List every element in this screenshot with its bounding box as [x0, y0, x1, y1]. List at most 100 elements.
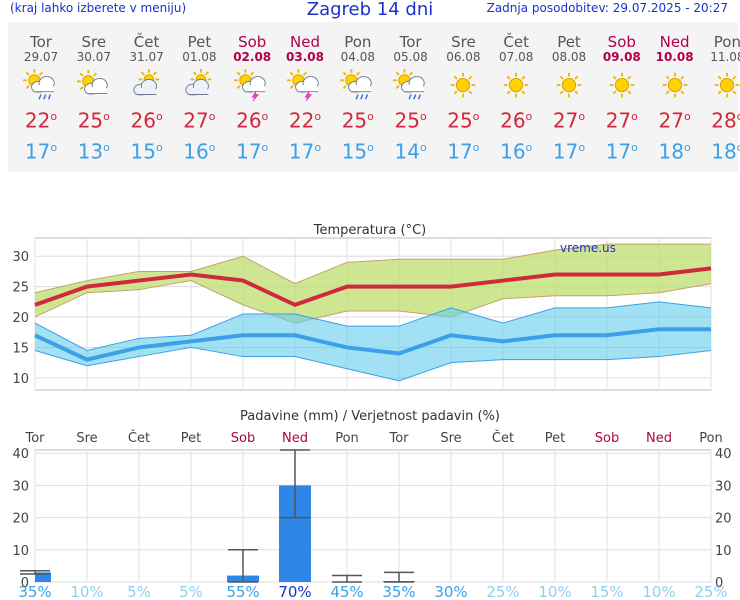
sun-icon — [503, 72, 529, 98]
max-temp: 26o — [236, 108, 269, 133]
daily-forecast-strip: Tor 29.07 22o 17o Sre 30.07 25o 13o Čet 31.07 26o 1… — [8, 22, 740, 172]
day-name: Sre — [81, 33, 107, 51]
max-temp: 27o — [183, 108, 216, 133]
max-range-band-lower — [34, 280, 712, 324]
day-column: Pet 01.08 27o 16o — [173, 22, 225, 164]
day-column: Tor 05.08 25o 14o — [385, 22, 437, 163]
precip-y-tick-left: 0 — [21, 576, 29, 591]
day-date: 09.08 — [602, 50, 641, 64]
precip-probability: 70% — [278, 583, 311, 600]
max-temp: 25o — [447, 108, 480, 133]
sun-icon — [556, 72, 582, 98]
min-temp: 17o — [236, 139, 269, 164]
precip-probability: 10% — [538, 583, 571, 600]
min-temp: 16o — [183, 139, 216, 164]
precip-x-tick: Čet — [492, 430, 514, 446]
day-name: Sob — [607, 33, 636, 51]
day-name: Pet — [557, 33, 581, 51]
day-name: Pon — [713, 33, 740, 51]
precip-probability: 45% — [330, 583, 363, 600]
precip-probability: 35% — [382, 583, 415, 600]
max-temp: 27o — [552, 108, 586, 133]
day-column: Sob 09.08 27o 17o — [596, 22, 648, 164]
min-temp: 14o — [394, 139, 427, 164]
precip-y-tick-right: 10 — [715, 544, 732, 559]
temp-y-tick: 15 — [12, 341, 29, 356]
precip-x-tick: Tor — [24, 431, 45, 446]
min-range-band — [35, 301, 711, 381]
sun-icon — [451, 72, 476, 98]
precip-y-tick-right: 30 — [715, 479, 732, 494]
precip-x-tick: Tor — [388, 431, 409, 446]
min-temp: 17o — [447, 139, 480, 164]
max-temp: 22o — [24, 108, 58, 133]
temp-chart-title: Temperatura (°C) — [313, 223, 426, 238]
precip-y-tick-right: 20 — [715, 512, 732, 527]
day-name: Pon — [344, 33, 372, 51]
max-temp: 22o — [288, 108, 322, 133]
precip-x-tick: Pet — [545, 431, 565, 446]
rain-cloud-sun-icon — [392, 69, 425, 100]
precip-x-tick: Sre — [76, 431, 97, 446]
max-temp: 26o — [130, 108, 163, 133]
temp-y-tick: 30 — [12, 250, 29, 265]
max-temp: 27o — [605, 108, 638, 133]
day-date: 07.08 — [499, 50, 534, 64]
min-range-band-upper — [34, 301, 712, 352]
precip-probability: 30% — [434, 583, 467, 600]
partly-cloudy-icon — [76, 69, 108, 95]
rain-cloud-sun-icon — [339, 69, 372, 100]
precip-x-tick: Sob — [595, 431, 619, 446]
min-temp: 17o — [24, 139, 58, 164]
precip-plot-area — [34, 449, 712, 583]
precip-probability: 10% — [642, 583, 675, 600]
day-date: 02.08 — [233, 50, 272, 64]
min-temp: 15o — [341, 139, 374, 164]
precip-x-tick: Sob — [231, 431, 255, 446]
max-temp: 25o — [394, 108, 427, 133]
location-hint: (kraj lahko izberete v meniju) — [10, 1, 187, 15]
day-column: Sre 30.07 25o 13o — [68, 22, 120, 164]
day-date: 06.08 — [446, 50, 481, 64]
precip-x-tick: Pon — [699, 431, 723, 446]
min-temp: 15o — [130, 139, 163, 164]
precip-probability: 5% — [179, 583, 203, 600]
precip-x-tick: Pet — [181, 431, 201, 446]
day-name: Tor — [30, 33, 52, 51]
day-column: Sre 06.08 25o 17o — [437, 22, 489, 164]
day-name: Ned — [659, 33, 690, 51]
precip-x-tick: Ned — [282, 431, 308, 446]
day-column: Čet 07.08 26o 16o — [490, 22, 542, 164]
day-date: 01.08 — [182, 50, 217, 64]
precip-x-tick: Sre — [440, 431, 461, 446]
day-name: Čet — [503, 33, 529, 51]
precip-probability: 10% — [70, 583, 103, 600]
cloud-sun-icon — [185, 69, 212, 96]
temp-y-tick: 10 — [12, 372, 29, 387]
max-temp-line — [34, 266, 712, 308]
precip-x-tick: Čet — [128, 430, 150, 446]
day-date: 29.07 — [23, 50, 59, 64]
max-temp: 28o — [711, 108, 740, 133]
day-date: 31.07 — [129, 50, 164, 64]
precip-x-tick: Pon — [335, 431, 359, 446]
min-temp: 17o — [552, 139, 586, 164]
temp-y-tick: 25 — [12, 281, 29, 296]
min-temp: 17o — [288, 139, 322, 164]
day-name: Sob — [238, 33, 267, 51]
min-temp: 13o — [77, 139, 110, 164]
day-name: Pet — [187, 33, 212, 51]
precip-chart-title: Padavine (mm) / Verjetnost padavin (%) — [240, 409, 500, 424]
day-column: Sob 02.08 26o 17o — [226, 22, 278, 164]
day-date: 10.08 — [655, 50, 694, 64]
max-temp: 25o — [77, 108, 110, 133]
day-date: 08.08 — [551, 50, 587, 64]
last-update: Zadnja posodobitev: 29.07.2025 - 20:27 — [486, 1, 728, 15]
day-date: 04.08 — [340, 50, 375, 64]
precip-probability: 55% — [226, 583, 259, 600]
thunderstorm-icon — [287, 69, 319, 102]
precip-y-tick-left: 30 — [12, 479, 29, 494]
min-temp: 18o — [711, 139, 740, 164]
day-name: Tor — [399, 33, 422, 51]
